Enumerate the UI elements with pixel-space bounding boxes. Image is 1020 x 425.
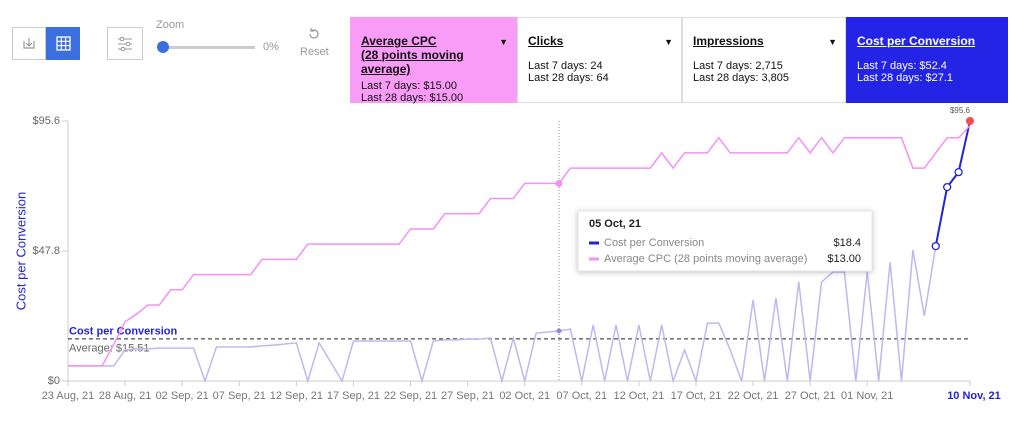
- card-last7: Last 7 days: $15.00: [361, 80, 458, 92]
- x-tick-label: 01 Nov, 21: [841, 390, 893, 402]
- card-last7: Last 7 days: 24: [528, 60, 603, 72]
- point-marker: [931, 241, 940, 251]
- x-tick-label: 12 Sep, 21: [270, 390, 323, 402]
- metric-card[interactable]: Cost per Conversion Last 7 days: $52.4 Las…: [846, 17, 1008, 103]
- card-last28: Last 28 days: $15.00: [361, 92, 464, 104]
- card-subtitle: (28 points moving average): [361, 48, 464, 76]
- y-tick-label: $0: [48, 375, 60, 387]
- table-button[interactable]: [46, 27, 80, 60]
- x-tick-label: 07 Sep, 21: [213, 390, 266, 402]
- hover-marker: [556, 328, 562, 334]
- x-tick-label: 17 Sep, 21: [327, 390, 380, 402]
- reset-icon[interactable]: [306, 26, 322, 42]
- card-last28: Last 28 days: 3,805: [693, 72, 790, 84]
- dropdown-arrow[interactable]: ▼: [499, 37, 508, 47]
- series-line: [68, 125, 971, 367]
- x-tick-label: 23 Aug, 21: [42, 390, 95, 402]
- zoom-label: Zoom: [156, 19, 185, 31]
- value-label: $95.6: [950, 106, 971, 115]
- download-icon: [23, 38, 35, 49]
- tooltip-date: 05 Oct, 21: [589, 218, 641, 230]
- tooltip-value: $13.00: [827, 253, 861, 265]
- tooltip-series-name: Average CPC (28 points moving average): [604, 253, 807, 265]
- card-last28: Last 28 days: $27.1: [857, 72, 954, 84]
- card-last7: Last 7 days: $52.4: [857, 60, 947, 72]
- x-tick-label: 27 Oct, 21: [785, 390, 836, 402]
- zoom-value: 0%: [263, 41, 279, 53]
- tooltip-swatch: [589, 257, 599, 261]
- card-last28: Last 28 days: 64: [528, 72, 609, 84]
- peak-marker: [966, 117, 974, 125]
- x-tick-label: 22 Oct, 21: [728, 390, 779, 402]
- card-title: Average CPC: [361, 34, 437, 48]
- card-last7: Last 7 days: 2,715: [693, 60, 783, 72]
- download-button[interactable]: [12, 27, 46, 60]
- reset-label[interactable]: Reset: [300, 46, 329, 58]
- x-tick-label: 02 Sep, 21: [156, 390, 209, 402]
- x-tick-label: 02 Oct, 21: [499, 390, 550, 402]
- series-line: [68, 245, 937, 384]
- average-label: Average: $15.51: [69, 343, 150, 355]
- tooltip: 05 Oct, 21 Cost per Conversion $18.4 Averag…: [577, 210, 873, 272]
- point-marker: [954, 167, 963, 177]
- tooltip-series-name: Cost per Conversion: [604, 237, 704, 249]
- x-tick-label: 22 Sep, 21: [384, 390, 437, 402]
- series-line: [934, 120, 971, 247]
- y-axis-label: Cost per Conversion: [13, 192, 28, 311]
- x-tick-label: 07 Oct, 21: [556, 390, 607, 402]
- tooltip-value: $18.4: [833, 237, 861, 249]
- metric-card[interactable]: Impressions ▼ Last 7 days: 2,715 Last 28 da…: [682, 17, 846, 103]
- point-marker: [943, 182, 952, 192]
- x-tick-label: 10 Nov, 21: [947, 390, 1001, 402]
- metric-card[interactable]: Average CPC (28 points moving average) ▼ La…: [350, 17, 517, 104]
- x-tick-label: 28 Aug, 21: [99, 390, 152, 402]
- card-title: Cost per Conversion: [857, 34, 976, 48]
- x-tick-label: 27 Sep, 21: [441, 390, 494, 402]
- filter-button[interactable]: [107, 27, 143, 60]
- filter-icon: [118, 36, 132, 52]
- x-tick-label: 12 Oct, 21: [614, 390, 665, 402]
- card-title: Impressions: [693, 34, 764, 48]
- zoom-knob[interactable]: [157, 41, 169, 53]
- average-label-bg: [69, 341, 151, 356]
- table-icon: [56, 36, 71, 51]
- tooltip-box: [577, 210, 873, 272]
- y-tick-label: $47.8: [32, 245, 60, 257]
- dropdown-arrow[interactable]: ▼: [664, 37, 673, 47]
- average-title: Cost per Conversion: [69, 326, 177, 338]
- x-tick-label: 17 Oct, 21: [671, 390, 722, 402]
- card-title: Clicks: [528, 34, 564, 48]
- metric-card[interactable]: Clicks ▼ Last 7 days: 24 Last 28 days: 64: [517, 17, 682, 103]
- tooltip-swatch: [589, 241, 599, 245]
- dropdown-arrow[interactable]: ▼: [828, 37, 837, 47]
- zoom-slider[interactable]: [163, 46, 255, 49]
- y-tick-label: $95.6: [32, 115, 60, 127]
- hover-marker: [555, 179, 563, 187]
